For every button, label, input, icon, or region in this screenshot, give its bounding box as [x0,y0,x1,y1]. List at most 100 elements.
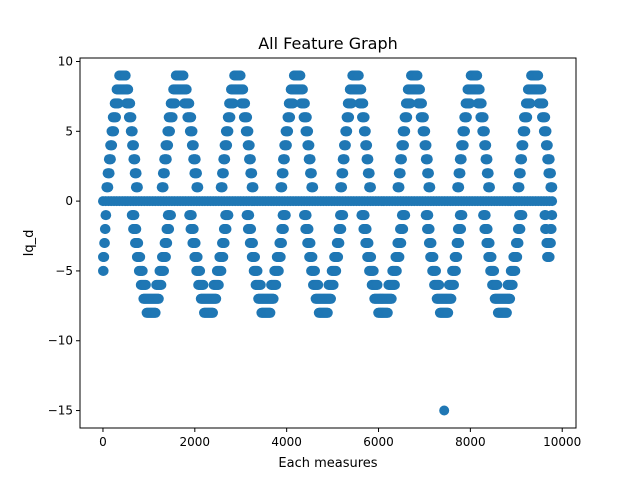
data-point [166,210,176,221]
data-point [359,112,370,123]
data-point [105,154,116,165]
data-point [192,168,202,179]
data-point [100,224,111,234]
data-point [479,126,490,137]
data-point [474,84,485,95]
data-point [489,265,500,276]
data-point [417,98,427,109]
data-point [366,252,377,262]
data-point [482,224,493,234]
data-point [363,238,374,248]
data-point [133,238,144,248]
data-point [150,307,161,318]
data-point [248,182,259,193]
x-axis-label: Each measures [278,456,377,471]
data-points [98,70,558,416]
data-point [456,224,467,234]
data-point [334,238,345,248]
data-point [486,252,497,262]
data-point [277,238,287,248]
data-point [246,224,257,234]
data-point [188,224,199,234]
data-point [346,98,357,109]
data-point [304,140,315,151]
y-axis-label: Iq_d [22,230,37,257]
y-tick-label: 0 [65,194,73,208]
data-point [265,307,276,318]
data-point [301,210,312,221]
y-tick-label: −10 [48,334,73,348]
data-point [107,140,118,151]
data-point [400,210,411,221]
data-point [389,279,400,290]
data-point [252,265,263,276]
data-point [211,293,222,304]
y-tick-label: 5 [65,124,73,138]
data-point [366,182,376,193]
data-point [480,210,491,221]
data-point [187,126,198,137]
data-point [99,252,110,262]
data-point [310,265,320,276]
data-point [198,279,209,290]
data-point [283,126,294,137]
data-point [446,293,457,304]
data-point [395,168,406,179]
data-point [515,168,526,179]
data-point [307,252,318,262]
data-point [126,112,137,123]
data-point [364,168,375,179]
data-point [225,112,236,123]
data-point [510,265,521,276]
data-point [507,279,518,290]
data-point [362,140,373,151]
x-tick-label: 4000 [271,435,302,449]
x-tick-label: 6000 [363,435,394,449]
data-point [170,98,181,109]
data-point [123,84,134,95]
data-point [328,279,339,290]
data-point [505,293,516,304]
data-point [281,140,292,151]
data-point [129,140,139,151]
data-point [461,112,472,123]
data-point [322,307,333,318]
data-point [186,210,197,221]
data-point [188,140,199,151]
data-point [481,140,492,151]
x-tick-label: 0 [99,435,107,449]
data-point [424,168,434,179]
data-point [223,126,234,137]
data-point [522,112,533,123]
data-point [396,238,407,248]
data-point [420,126,431,137]
data-point [255,279,266,290]
data-point [285,112,296,123]
data-point [547,196,558,207]
data-point [422,154,433,165]
data-point [515,224,526,234]
data-point [338,168,349,179]
data-point [538,98,549,109]
data-point [484,238,495,248]
data-point [313,279,324,290]
data-point [512,252,523,262]
y-tick-label: −15 [48,404,73,418]
data-point [331,265,342,276]
data-point [288,98,299,109]
data-point [158,182,169,193]
data-point [301,112,312,123]
data-point [426,238,437,248]
x-tick-label: 8000 [455,435,486,449]
data-point [412,70,423,81]
data-point [250,252,260,262]
data-point [540,112,551,123]
data-point [104,168,115,179]
data-point [358,98,369,109]
data-point [482,154,493,165]
data-point [400,126,411,137]
data-point [415,84,425,95]
data-point [178,70,189,81]
data-point [181,84,192,95]
data-point [547,210,558,221]
